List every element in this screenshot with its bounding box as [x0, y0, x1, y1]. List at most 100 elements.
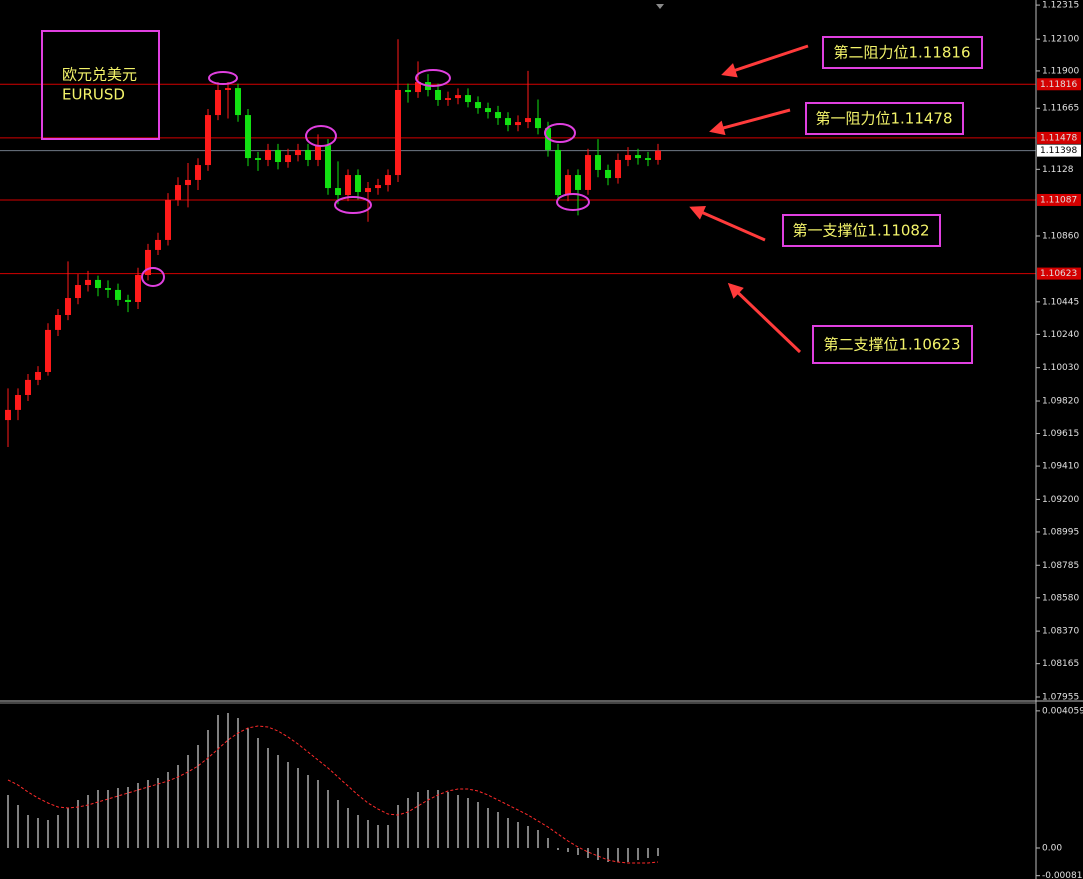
candle-body — [305, 149, 311, 160]
candle-body — [25, 379, 31, 395]
y-tick-label: 1.12315 — [1042, 1, 1079, 11]
candle-body — [35, 371, 41, 380]
candle-body — [195, 165, 201, 180]
current-price-tag — [1037, 144, 1081, 157]
annotation: 第二阻力位1.11816 — [833, 44, 970, 62]
annotation-box — [822, 36, 983, 69]
y-tick-label: 1.07955 — [1042, 692, 1079, 702]
y-tick-label: 1.09820 — [1042, 397, 1079, 407]
y-tick-label: 1.08370 — [1042, 627, 1079, 637]
candle-body — [435, 89, 441, 100]
level-tag — [1037, 78, 1081, 91]
candle-body — [395, 89, 401, 176]
arrow — [721, 44, 809, 78]
level-tag — [1037, 193, 1081, 206]
candle-body — [555, 149, 561, 196]
candle-body — [105, 288, 111, 290]
candle-body — [155, 239, 161, 250]
candle-body — [145, 249, 151, 276]
candle-body — [235, 88, 241, 116]
candle-body — [225, 88, 231, 90]
candle-body — [585, 155, 591, 190]
candle-body — [205, 115, 211, 166]
arrows — [689, 44, 809, 354]
y-tick-label: 1.10030 — [1042, 363, 1079, 373]
candle-body — [215, 89, 221, 116]
y-tick-label: 1.08165 — [1042, 659, 1079, 669]
y-tick-label: 1.10240 — [1042, 330, 1079, 340]
candle-body — [175, 185, 181, 200]
highlight-ellipse — [208, 71, 238, 85]
candle-body — [565, 175, 571, 196]
plot-area — [0, 39, 1036, 864]
candle-body — [65, 298, 71, 316]
candle-body — [375, 185, 381, 189]
candle-body — [455, 95, 461, 99]
y-tick-label: 1.11900 — [1042, 66, 1079, 76]
arrow — [727, 282, 802, 354]
candle-body — [615, 159, 621, 179]
candle-body — [295, 149, 301, 156]
title-box — [41, 30, 160, 140]
chart-subtitle: EURUSD — [62, 86, 125, 104]
candle-body — [245, 115, 251, 159]
chart-title: 欧元兑美元 — [62, 66, 137, 84]
candle-body — [365, 188, 371, 193]
candle-body — [335, 188, 341, 196]
y-tick-label: 0.004059 — [1042, 706, 1083, 716]
candle-body — [535, 118, 541, 129]
level-tag-label: 1.11478 — [1040, 133, 1077, 143]
candle-body — [405, 89, 411, 93]
candle-body — [45, 329, 51, 372]
y-tick-label: 1.10860 — [1042, 231, 1079, 241]
highlight-ellipse — [334, 196, 372, 214]
candle-body — [495, 112, 501, 119]
candle-body — [645, 158, 651, 160]
annotation: 第二支撑位1.10623 — [823, 336, 960, 354]
candle-body — [625, 155, 631, 160]
level-tag-label: 1.11816 — [1040, 80, 1077, 90]
annotation-box — [812, 325, 973, 364]
y-tick-label: 1.1128 — [1042, 165, 1074, 175]
current-price-label: 1.11398 — [1040, 146, 1077, 156]
y-tick-label: -0.000819 — [1042, 871, 1083, 879]
y-tick-label: 1.10445 — [1042, 297, 1079, 307]
annotation-box — [805, 102, 964, 135]
candle-body — [445, 98, 451, 100]
candle-body — [325, 145, 331, 189]
highlight-ellipse — [415, 69, 451, 87]
y-tick-label: 1.08995 — [1042, 527, 1079, 537]
y-tick-label: 1.08785 — [1042, 561, 1079, 571]
candle-body — [95, 279, 101, 289]
highlight-ellipse — [141, 267, 165, 287]
annotation: 第一支撑位1.11082 — [792, 222, 929, 240]
candle-body — [475, 102, 481, 109]
highlight-ellipse — [544, 123, 576, 143]
level-tag-label: 1.10623 — [1040, 269, 1077, 279]
y-tick-label: 0.00 — [1042, 844, 1062, 854]
candle-body — [285, 155, 291, 163]
candle-body — [255, 158, 261, 160]
highlights — [141, 69, 590, 287]
highlight-ellipse — [556, 193, 590, 211]
candle-body — [655, 150, 661, 160]
candle-body — [265, 149, 271, 160]
candle-body — [115, 289, 121, 300]
arrow — [689, 205, 766, 242]
candle-body — [345, 175, 351, 196]
candle-body — [415, 82, 421, 93]
highlight-ellipse — [305, 125, 337, 147]
shift-marker — [656, 4, 664, 9]
candle-body — [75, 285, 81, 299]
signal-line — [7, 725, 659, 864]
candle-body — [55, 315, 61, 330]
y-tick-label: 1.09615 — [1042, 429, 1079, 439]
candle-body — [595, 155, 601, 170]
y-tick-label: 1.08580 — [1042, 593, 1079, 603]
candle-body — [15, 394, 21, 410]
y-tick-label: 1.09200 — [1042, 495, 1079, 505]
candle-body — [5, 409, 11, 421]
candle-body — [525, 118, 531, 123]
